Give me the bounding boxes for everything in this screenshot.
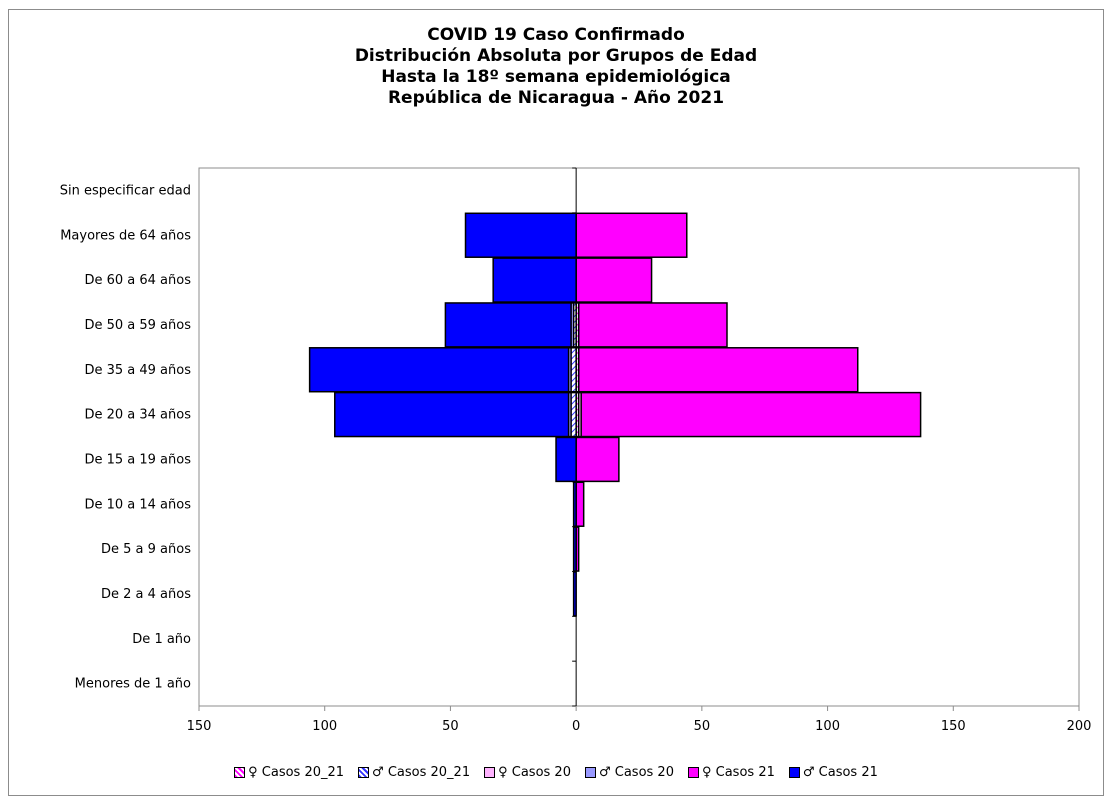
legend-swatch [484, 767, 496, 778]
x-tick-label: 50 [694, 719, 711, 734]
legend-label: ♀ Casos 20_21 [248, 765, 345, 780]
bar-female-series-4-cat-7 [575, 347, 859, 393]
bar-male-series-5-cat-6 [334, 391, 577, 438]
category-label: Menores de 1 año [75, 677, 191, 692]
x-tick-label: 50 [442, 719, 459, 734]
x-tick-label: 150 [187, 719, 212, 734]
bar-female-series-4-cat-5 [575, 436, 620, 483]
legend-item: ♀ Casos 20 [484, 765, 571, 780]
legend-item: ♂ Casos 20 [584, 765, 674, 780]
category-label: De 2 a 4 años [101, 587, 191, 602]
legend-swatch [358, 767, 370, 778]
legend: ♀ Casos 20_21 ♂ Casos 20_21 ♀ Casos 20 ♂ Ca… [9, 765, 1103, 780]
legend-label: ♂ Casos 20_21 [372, 765, 471, 780]
chart-title-line-3: Hasta la 18º semana epidemiológica [381, 67, 731, 87]
legend-label: ♀ Casos 20 [498, 765, 571, 780]
pyramid-chart: 150 100 50 0 50 100 150 200 Menores de 1 año De … [60, 167, 1092, 734]
category-label: Mayores de 64 años [60, 228, 191, 243]
category-label: De 15 a 19 años [84, 452, 191, 467]
chart-title: COVID 19 Caso Confirmado Distribución Ab… [9, 25, 1103, 109]
category-label: De 50 a 59 años [84, 318, 191, 333]
bar-male-series-5-cat-10 [464, 212, 577, 258]
x-tick-label: 0 [572, 719, 580, 734]
bar-male-series-1-cat-7 [570, 347, 577, 393]
bar-female-series-4-cat-10 [575, 212, 688, 258]
x-tick-label: 200 [1067, 719, 1092, 734]
legend-label: ♂ Casos 20 [598, 765, 674, 780]
category-label: Sin especificar edad [60, 183, 191, 198]
legend-item: ♀ Casos 21 [687, 765, 775, 780]
category-label: De 35 a 49 años [84, 363, 191, 378]
bar-male-series-5-cat-7 [308, 347, 577, 393]
legend-label: ♀ Casos 21 [701, 765, 775, 780]
bars-layer [308, 212, 922, 617]
bar-female-series-4-cat-4 [575, 481, 585, 527]
chart-title-line-4: República de Nicaragua - Año 2021 [387, 88, 725, 108]
legend-item: ♀ Casos 20_21 [234, 765, 344, 780]
category-labels: Menores de 1 año De 1 año De 2 a 4 años De … [60, 183, 191, 691]
chart-frame: COVID 19 Caso Confirmado Distribución Ab… [8, 9, 1104, 796]
category-label: De 1 año [132, 632, 191, 647]
category-label: De 60 a 64 años [84, 273, 191, 288]
bar-male-series-1-cat-6 [570, 391, 577, 438]
x-tick-label: 150 [941, 719, 966, 734]
chart-title-line-2: Distribución Absoluta por Grupos de Edad [354, 46, 758, 66]
axis-layer: 150 100 50 0 50 100 150 200 [187, 167, 1092, 734]
x-tick-label: 100 [312, 719, 337, 734]
legend-item: ♂ Casos 20_21 [358, 765, 470, 780]
category-label: De 20 a 34 años [84, 408, 191, 423]
legend-swatch [584, 767, 596, 778]
bar-male-series-5-cat-9 [492, 257, 577, 303]
legend-item: ♂ Casos 21 [788, 765, 878, 780]
legend-swatch [788, 767, 800, 778]
x-tick-label: 100 [815, 719, 840, 734]
bar-female-series-4-cat-6 [575, 391, 922, 438]
bar-male-series-5-cat-5 [555, 436, 577, 483]
category-label: De 10 a 14 años [84, 497, 191, 512]
category-label: De 5 a 9 años [101, 542, 191, 557]
bar-male-series-5-cat-8 [444, 302, 577, 348]
bar-female-series-4-cat-9 [575, 257, 653, 303]
legend-label: ♂ Casos 21 [802, 765, 878, 780]
bar-female-series-4-cat-8 [575, 302, 728, 348]
chart-title-line-1: COVID 19 Caso Confirmado [427, 25, 685, 45]
legend-swatch [687, 767, 699, 778]
legend-swatch [234, 767, 246, 778]
